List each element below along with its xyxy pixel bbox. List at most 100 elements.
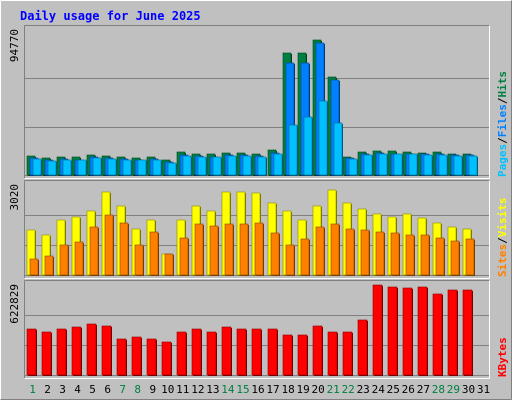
pages-bar (288, 124, 298, 176)
sites-bar (420, 234, 430, 276)
sites-bar (119, 222, 129, 276)
day-label: 7 (119, 383, 126, 396)
day-label: 20 (311, 383, 324, 396)
day-label: 28 (432, 383, 445, 396)
day-label: 6 (104, 383, 111, 396)
chart-panels: 94770Pages/Files/Hits3020Sites/Visits622… (8, 25, 509, 379)
day-label: 23 (357, 383, 370, 396)
pages-bar (273, 153, 283, 176)
panel-kbytes-max-label: 622829 (8, 284, 21, 324)
sites-bar (465, 238, 475, 276)
sites-bar (300, 238, 310, 276)
day-label: 18 (281, 383, 294, 396)
day-label: 16 (251, 383, 264, 396)
sites-bar (405, 234, 415, 276)
kbytes-bar (342, 331, 353, 376)
sites-bar (149, 231, 159, 276)
legend-visits: Visits (496, 198, 509, 238)
legend-separator: / (496, 97, 509, 104)
sites-bar (270, 232, 280, 276)
pages-bar (152, 159, 162, 176)
panel-kbytes-legend: KBytes (496, 337, 509, 377)
pages-bar (453, 155, 463, 176)
sites-bar (239, 223, 249, 276)
sites-bar (285, 244, 295, 276)
kbytes-bar (417, 286, 428, 376)
sites-bar (194, 223, 204, 276)
panel-kbytes: 622829 KBytes (8, 280, 509, 379)
kbytes-bar (432, 293, 443, 376)
kbytes-bar (462, 289, 473, 376)
day-label: 17 (266, 383, 279, 396)
day-label: 13 (206, 383, 219, 396)
sites-bar (89, 226, 99, 276)
kbytes-bar (41, 331, 52, 376)
kbytes-bar (161, 341, 172, 376)
kbytes-bar (221, 326, 232, 376)
pages-bar (242, 155, 252, 176)
pages-bar (197, 156, 207, 176)
day-label: 10 (161, 383, 174, 396)
kbytes-bar (357, 319, 368, 376)
panel-requests-bg (24, 25, 490, 179)
pages-bar (363, 154, 373, 176)
panel-requests-legend: Pages/Files/Hits (496, 71, 509, 177)
day-label: 9 (149, 383, 156, 396)
kbytes-bar (26, 328, 37, 376)
pages-bar (257, 156, 267, 176)
pages-bar (122, 159, 132, 176)
kbytes-bar (146, 338, 157, 376)
sites-bar (375, 231, 385, 276)
pages-bar (348, 158, 358, 176)
day-label: 15 (236, 383, 249, 396)
day-label: 5 (89, 383, 96, 396)
panel-visitors-legend: Sites/Visits (496, 198, 509, 278)
pages-bar (423, 154, 433, 176)
day-label: 25 (387, 383, 400, 396)
kbytes-bar (236, 328, 247, 376)
kbytes-bar (251, 328, 262, 376)
pages-bar (378, 153, 388, 176)
pages-bar (47, 160, 57, 176)
sites-bar (29, 258, 39, 276)
day-label: 8 (134, 383, 141, 396)
kbytes-bar (282, 334, 293, 376)
pages-bar (438, 154, 448, 176)
day-label: 22 (342, 383, 355, 396)
kbytes-bar (402, 287, 413, 376)
day-label: 12 (191, 383, 204, 396)
sites-bar (450, 240, 460, 276)
day-label: 30 (462, 383, 475, 396)
day-label: 4 (74, 383, 81, 396)
sites-bar (164, 253, 174, 276)
pages-bar (77, 159, 87, 176)
pages-bar (333, 122, 343, 176)
sites-bar (59, 244, 69, 276)
pages-bar (408, 153, 418, 176)
day-label: 29 (447, 383, 460, 396)
pages-bar (167, 162, 177, 176)
pages-bar (182, 155, 192, 176)
pages-bar (227, 155, 237, 176)
kbytes-bar (297, 334, 308, 376)
pages-bar (468, 155, 478, 176)
day-label: 3 (59, 383, 66, 396)
sites-bar (254, 222, 264, 276)
kbytes-bar (447, 289, 458, 376)
day-label: 14 (221, 383, 235, 396)
sites-bar (360, 229, 370, 276)
legend-sites: Sites (496, 244, 509, 277)
legend-files: Files (496, 104, 509, 137)
day-axis: 1 2 3 4 5 6 7 8 9 10 11 12 13 14 15 16 17 18 19 20 21 22 23 24 2… (29, 383, 490, 396)
sites-bar (74, 241, 84, 276)
pages-bar (32, 158, 42, 176)
panel-visitors: 3020 Sites/Visits (8, 180, 509, 279)
kbytes-bar (327, 331, 338, 376)
kbytes-bar (131, 336, 142, 376)
sites-bar (435, 237, 445, 276)
day-label: 11 (176, 383, 189, 396)
sites-bar (390, 232, 400, 276)
chart-title: Daily usage for June 2025 (20, 9, 201, 23)
kbytes-bar (372, 284, 383, 376)
